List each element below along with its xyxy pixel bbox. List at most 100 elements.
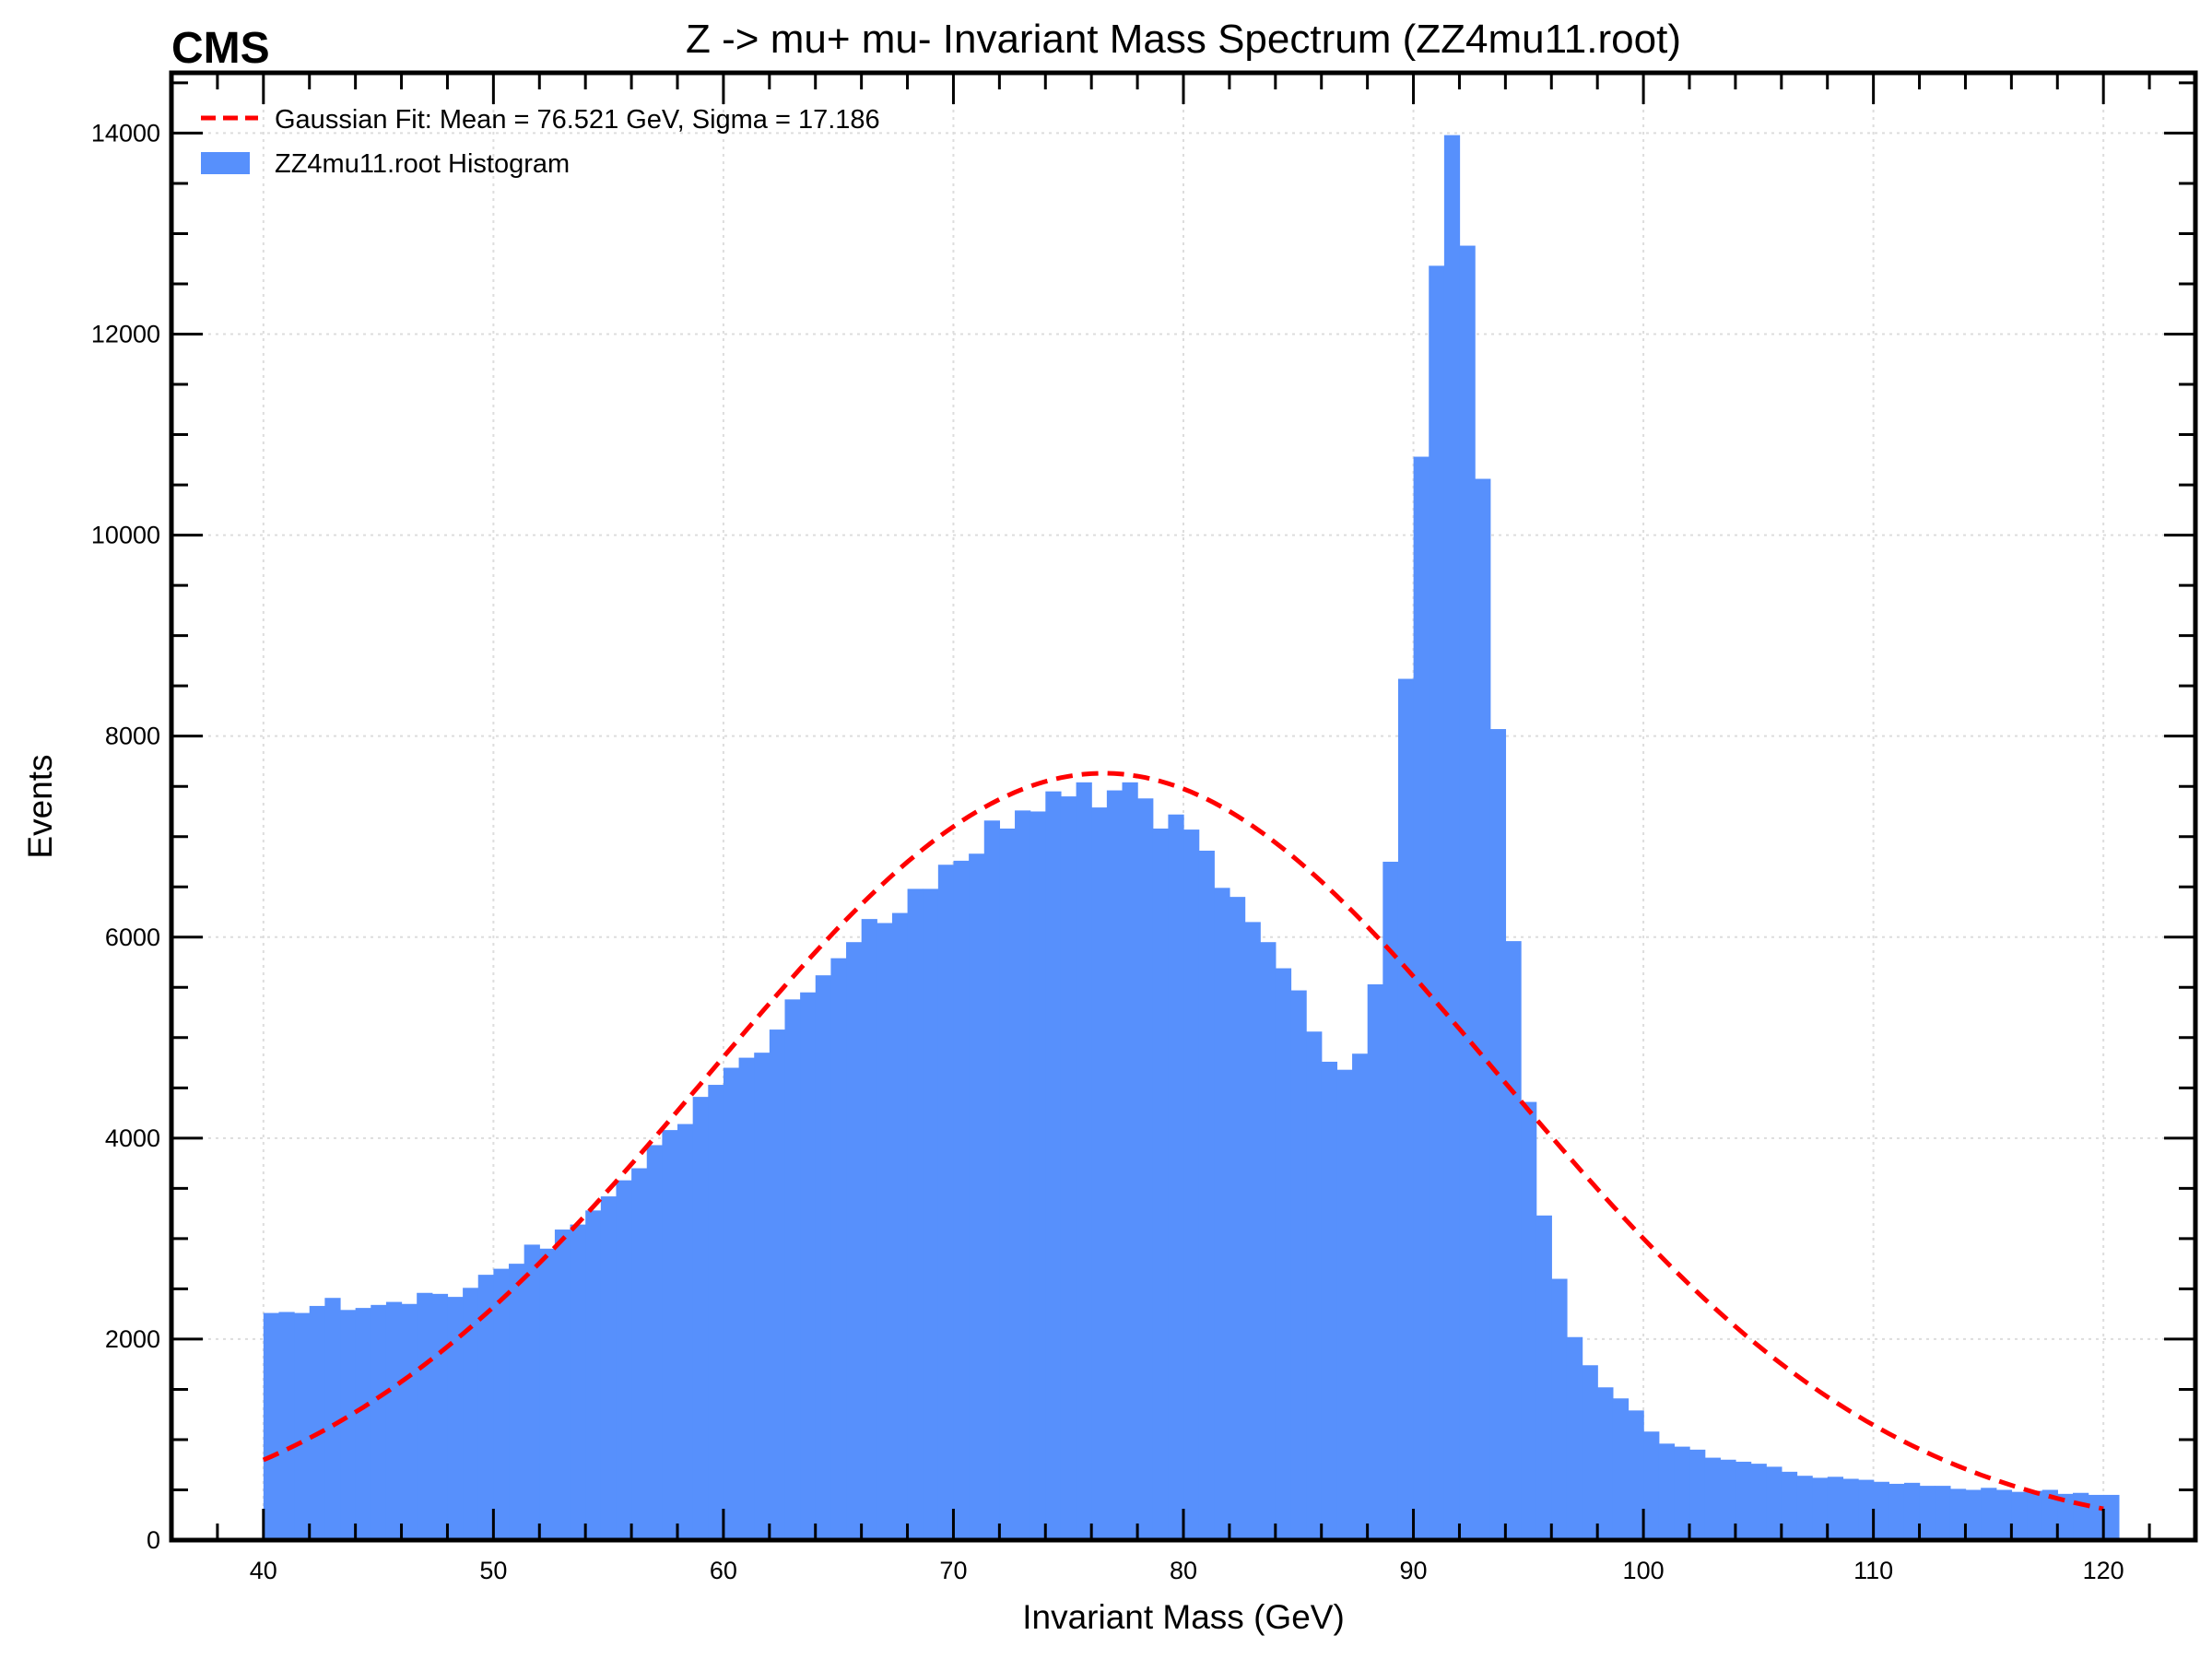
histogram-bar — [1152, 828, 1170, 1540]
histogram-bar — [1306, 1031, 1323, 1540]
histogram-bar — [1352, 1053, 1369, 1540]
histogram-bar — [1045, 791, 1062, 1540]
histogram-bar — [754, 1053, 771, 1540]
histogram-bar — [738, 1057, 755, 1540]
histogram-bar — [830, 958, 847, 1540]
histogram-bar — [877, 923, 893, 1540]
histogram-bar — [524, 1244, 540, 1540]
histogram-bar — [1566, 1336, 1583, 1540]
y-tick-label: 14000 — [91, 119, 160, 147]
x-tick-label: 60 — [710, 1557, 737, 1584]
histogram-bar — [1367, 984, 1383, 1540]
histogram-bar — [1735, 1461, 1752, 1540]
histogram-bar — [1766, 1466, 1783, 1540]
brand-label: CMS — [171, 24, 270, 73]
histogram-bar — [616, 1180, 632, 1540]
histogram-bar — [1244, 922, 1261, 1540]
y-tick-label: 6000 — [105, 924, 160, 951]
histogram-bar — [1183, 830, 1200, 1540]
x-tick-label: 110 — [1853, 1557, 1893, 1584]
histogram-bar — [2027, 1490, 2043, 1540]
histogram-bar — [417, 1292, 433, 1540]
histogram-bar — [2041, 1489, 2058, 1540]
histogram-bar — [1597, 1387, 1614, 1540]
y-tick-label: 4000 — [105, 1124, 160, 1152]
histogram-bar — [1582, 1365, 1598, 1540]
x-tick-label: 100 — [1623, 1557, 1665, 1584]
chart-title: Z -> mu+ mu- Invariant Mass Spectrum (ZZ… — [686, 17, 1681, 62]
plot-frame — [169, 70, 2198, 1543]
histogram-bar — [585, 1210, 602, 1540]
histogram-bar — [1827, 1477, 1844, 1540]
histogram-bar — [493, 1268, 510, 1540]
histogram-bar — [1858, 1479, 1875, 1540]
x-tick-label: 80 — [1170, 1557, 1197, 1584]
histogram-bar — [1704, 1457, 1721, 1540]
histogram-bar — [1674, 1446, 1690, 1540]
histogram-bar — [1812, 1477, 1829, 1540]
histogram-bar — [1535, 1215, 1552, 1540]
y-tick-label: 12000 — [91, 321, 160, 348]
axis-ticks — [171, 73, 2195, 1542]
histogram-bars — [263, 135, 2120, 1541]
histogram-bar — [631, 1168, 648, 1540]
histogram-bar — [509, 1264, 525, 1540]
histogram-bar — [1521, 1101, 1537, 1540]
histogram-bar — [1689, 1449, 1706, 1540]
histogram-bar — [447, 1297, 464, 1540]
legend: Gaussian Fit: Mean = 76.521 GeV, Sigma =… — [201, 105, 880, 179]
histogram-bar — [371, 1304, 387, 1540]
histogram-bar — [600, 1196, 618, 1540]
histogram-bar — [1336, 1069, 1353, 1540]
x-tick-labels: 40 50 60 70 80 90 100 110 120 — [250, 1557, 2124, 1584]
histogram-bar — [1443, 135, 1461, 1541]
histogram-bar — [1290, 990, 1307, 1540]
histogram-bar — [463, 1288, 479, 1540]
legend-histogram-label: ZZ4mu11.root Histogram — [275, 149, 570, 179]
histogram-bar — [1015, 810, 1031, 1540]
histogram-bar — [263, 1312, 280, 1540]
histogram-bar — [2011, 1491, 2028, 1540]
histogram-bar — [2103, 1494, 2120, 1540]
histogram-bar — [708, 1085, 724, 1540]
histogram-bar — [431, 1293, 449, 1540]
histogram-bar — [1489, 729, 1507, 1540]
histogram-bar — [1551, 1278, 1568, 1540]
histogram-bar — [309, 1305, 325, 1540]
y-tick-label: 2000 — [105, 1325, 160, 1353]
histogram-bar — [1168, 814, 1184, 1540]
x-tick-label: 70 — [939, 1557, 967, 1584]
histogram-bar — [769, 1030, 786, 1540]
histogram-bar — [1397, 678, 1415, 1540]
histogram-bar — [2057, 1493, 2074, 1540]
histogram-bar — [1429, 265, 1445, 1541]
histogram-bar — [539, 1248, 556, 1540]
histogram-bar — [401, 1303, 418, 1540]
histogram-bar — [1949, 1488, 1967, 1540]
histogram-bar — [891, 912, 909, 1540]
x-axis-title: Invariant Mass (GeV) — [1022, 1598, 1345, 1636]
histogram-bar — [570, 1224, 586, 1540]
histogram-bar — [646, 1145, 663, 1540]
histogram-bar — [385, 1301, 403, 1540]
histogram-bar — [1842, 1478, 1859, 1540]
histogram-bar — [477, 1275, 494, 1540]
histogram-bar — [278, 1312, 295, 1540]
legend-fit-label: Gaussian Fit: Mean = 76.521 GeV, Sigma =… — [275, 105, 880, 135]
histogram-bar — [1888, 1483, 1905, 1540]
histogram-bar — [1030, 811, 1046, 1540]
histogram-bar — [953, 860, 970, 1540]
histogram-bar — [1796, 1476, 1813, 1540]
histogram-bar — [1459, 245, 1476, 1541]
histogram-bar — [1995, 1489, 2013, 1540]
histogram-bar — [937, 865, 955, 1540]
histogram-bar — [1076, 782, 1092, 1540]
histogram-bar — [1643, 1431, 1660, 1540]
histogram-bar — [2088, 1494, 2104, 1540]
histogram-bar — [1382, 861, 1399, 1540]
histogram-bar — [1321, 1061, 1338, 1540]
histogram-bar — [1628, 1410, 1644, 1540]
histogram-bar — [1060, 796, 1077, 1540]
histogram-bar — [907, 888, 924, 1540]
histogram-bar — [1873, 1481, 1889, 1540]
